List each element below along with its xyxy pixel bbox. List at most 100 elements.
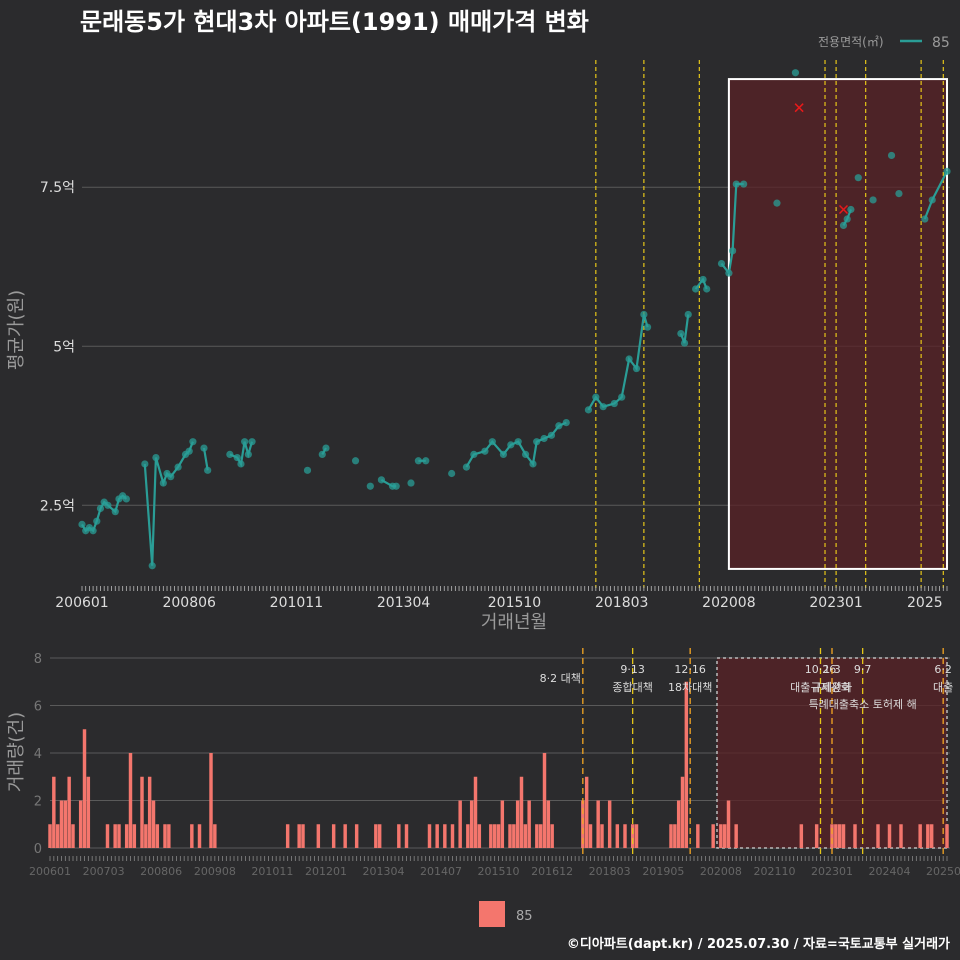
volume-bar — [147, 776, 152, 848]
series-point — [839, 221, 848, 229]
series-point — [318, 450, 326, 459]
page-title: 문래동5가 현대3차 아파트(1991) 매매가격 변화 — [80, 8, 589, 36]
series-point — [943, 167, 951, 175]
volume-bar — [377, 824, 382, 848]
series-point — [244, 450, 252, 459]
volume-bar — [316, 824, 321, 848]
x-tick-label: 200806 — [162, 595, 216, 611]
volume-bar — [466, 824, 470, 848]
volume-bar — [63, 800, 68, 848]
volume-bar — [82, 729, 87, 848]
volume-bar — [404, 824, 409, 848]
series-point — [895, 189, 903, 198]
series-point — [618, 393, 626, 401]
y-tick-label: 7.5억 — [40, 180, 75, 196]
series-point — [104, 501, 112, 509]
volume-bar — [542, 753, 547, 848]
bottom-legend-label: 85 — [516, 909, 533, 924]
volume-bar — [132, 824, 137, 848]
series-point — [470, 450, 478, 459]
series-point — [189, 438, 197, 446]
volume-bar — [669, 824, 673, 848]
series-point — [377, 476, 386, 484]
series-point — [392, 482, 400, 490]
bar-y-tick-label: 4 — [34, 747, 42, 762]
bar-x-tick-label: 201905 — [642, 865, 684, 878]
volume-bar — [684, 681, 689, 848]
series-point — [625, 355, 633, 363]
legend-label: 85 — [932, 35, 950, 51]
series-point — [141, 460, 149, 468]
event-label-text: 8·2 대책 — [540, 672, 581, 685]
event-label-date: 9·13 — [620, 663, 645, 676]
volume-bar — [113, 824, 117, 848]
series-point — [407, 479, 415, 487]
cross-marker — [838, 204, 849, 215]
volume-bar — [144, 824, 148, 848]
series-point — [533, 438, 541, 446]
bar-y-tick-label: 6 — [34, 700, 42, 715]
volume-bar — [477, 824, 482, 848]
y-tick-label: 5억 — [53, 339, 75, 355]
volume-bar — [538, 824, 543, 848]
series-point — [241, 438, 249, 446]
volume-bar — [458, 800, 462, 848]
series-point — [488, 438, 496, 446]
volume-bar — [124, 824, 129, 848]
x-tick-label: 201011 — [270, 595, 323, 611]
volume-bar — [945, 824, 949, 848]
x-tick-label: 201304 — [377, 595, 431, 611]
series-point — [159, 479, 167, 487]
series-point — [643, 323, 652, 331]
series-point — [529, 460, 537, 468]
volume-bar — [374, 824, 378, 848]
series-point — [843, 215, 851, 223]
bar-x-tick-label: 202404 — [869, 865, 911, 878]
series-point — [921, 215, 929, 223]
series-point — [547, 431, 556, 439]
series-point — [540, 434, 548, 443]
volume-bar — [512, 824, 516, 848]
legend-title: 전용면적(㎡) — [818, 35, 884, 49]
event-label-text: 종합대책 — [612, 681, 652, 694]
volume-bar — [301, 824, 305, 848]
volume-bar — [52, 776, 56, 848]
series-point — [728, 247, 737, 255]
series-point — [185, 447, 193, 455]
volume-bar — [443, 824, 447, 848]
series-point — [226, 450, 234, 459]
volume-bar — [285, 824, 290, 848]
bar-x-tick-label: 202008 — [700, 865, 742, 878]
series-point — [96, 504, 105, 513]
volume-bar — [71, 824, 75, 848]
volume-bar — [615, 824, 620, 848]
event-label-date: 9·7 — [854, 663, 872, 676]
volume-bar — [354, 824, 359, 848]
x-axis-label: 거래년월 — [481, 612, 547, 633]
volume-bar — [799, 824, 804, 848]
volume-bar — [67, 776, 71, 848]
series-point — [414, 457, 422, 465]
event-label-text: 대출 — [933, 681, 953, 694]
volume-bar — [500, 800, 505, 848]
series-point — [773, 199, 781, 207]
series-point — [610, 399, 618, 408]
bar-x-tick-label: 200601 — [29, 865, 71, 878]
x-tick-label: 201510 — [488, 595, 541, 611]
credit-text: ©디아파트(dapt.kr) / 2025.07.30 / 자료=국토교통부 실… — [567, 936, 950, 952]
event-label-date: 12·16 — [674, 663, 706, 676]
bar-y-axis-label: 거래량(건) — [6, 712, 27, 792]
volume-bar — [634, 824, 639, 848]
series-point — [928, 196, 936, 204]
volume-bar — [523, 824, 528, 848]
volume-bar — [722, 824, 727, 848]
series-point — [481, 447, 489, 455]
x-tick-label: 200601 — [55, 595, 108, 611]
bar-x-tick-label: 201011 — [251, 865, 293, 878]
cross-marker — [794, 103, 804, 113]
volume-bar — [623, 824, 627, 848]
bar-x-tick-label: 201612 — [531, 865, 573, 878]
series-point — [233, 453, 241, 462]
event-label-date: 1·3 — [823, 663, 841, 676]
